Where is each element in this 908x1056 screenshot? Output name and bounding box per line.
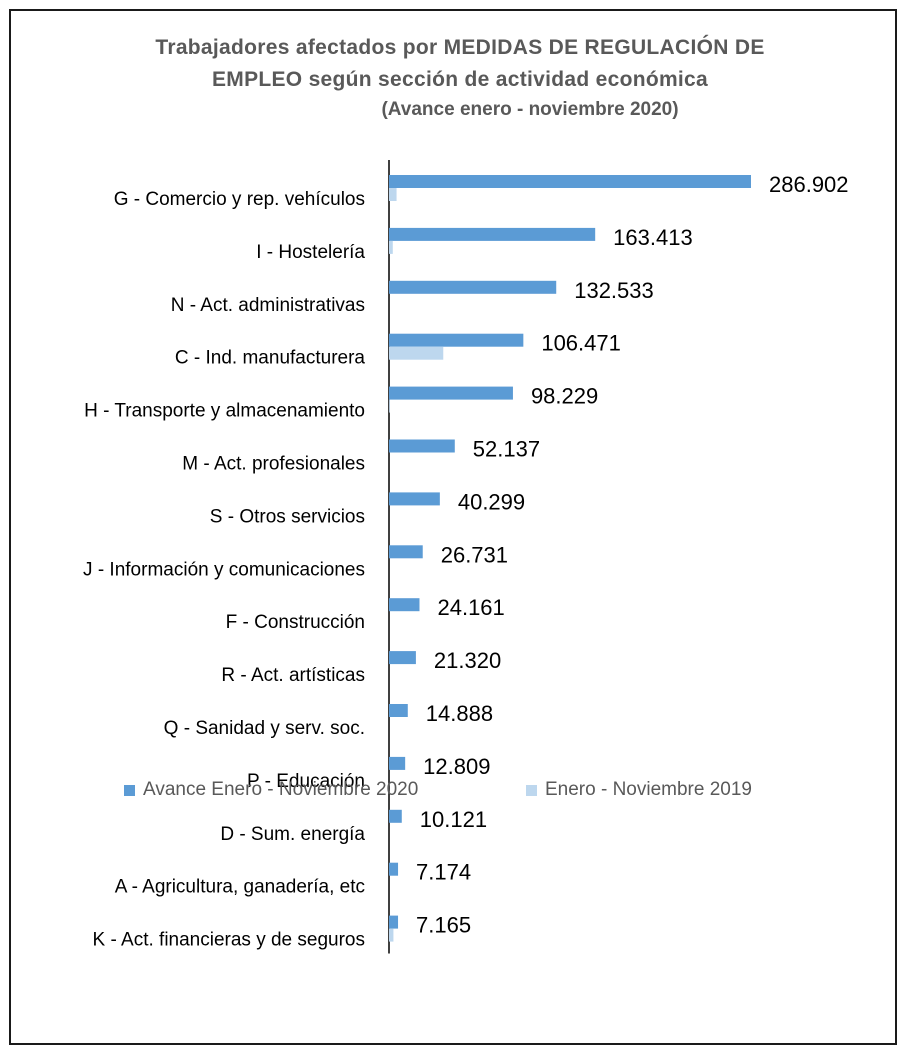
data-label: 7.174 bbox=[416, 860, 471, 885]
bar-2020 bbox=[389, 280, 557, 294]
bar-2020 bbox=[389, 386, 513, 400]
bar-2020 bbox=[389, 545, 423, 559]
bar-2019 bbox=[389, 188, 397, 201]
bar-2020 bbox=[389, 915, 399, 929]
chart-title-line-1: Trabajadores afectados por MEDIDAS DE RE… bbox=[155, 36, 765, 59]
bar-2019 bbox=[389, 346, 444, 360]
legend-item-2019: Enero - Noviembre 2019 bbox=[526, 779, 752, 801]
bar-2020 bbox=[389, 598, 420, 612]
data-label: 12.809 bbox=[423, 754, 490, 779]
legend-label-2019: Enero - Noviembre 2019 bbox=[545, 779, 752, 800]
bar-2020 bbox=[389, 756, 406, 770]
bar-2020 bbox=[389, 227, 596, 241]
bar-2020 bbox=[389, 333, 524, 347]
category-label: C - Ind. manufacturera bbox=[175, 348, 366, 369]
category-label: K - Act. financieras y de seguros bbox=[93, 930, 365, 951]
category-label: R - Act. artísticas bbox=[221, 665, 365, 686]
bar-2020 bbox=[389, 651, 416, 665]
category-label: F - Construcción bbox=[226, 612, 365, 633]
category-label: H - Transporte y almacenamiento bbox=[84, 401, 365, 422]
data-label: 7.165 bbox=[416, 913, 471, 938]
data-label: 26.731 bbox=[441, 542, 508, 567]
bar-2020 bbox=[389, 439, 455, 453]
data-label: 40.299 bbox=[458, 489, 525, 514]
data-label: 163.413 bbox=[613, 225, 693, 250]
bar-2020 bbox=[389, 704, 408, 717]
category-label: P - Educación bbox=[247, 771, 365, 792]
chart-title-line-3: (Avance enero - noviembre 2020) bbox=[381, 99, 679, 120]
data-label: 21.320 bbox=[434, 648, 501, 673]
category-label: G - Comercio y rep. vehículos bbox=[114, 189, 365, 210]
bar-2019 bbox=[389, 399, 390, 413]
category-label: D - Sum. energía bbox=[220, 824, 365, 845]
category-label: I - Hostelería bbox=[256, 242, 365, 263]
data-label: 286.902 bbox=[769, 172, 849, 197]
data-label: 98.229 bbox=[531, 384, 598, 409]
bar-2020 bbox=[389, 809, 402, 823]
bar-2019 bbox=[389, 928, 394, 942]
bar-2020 bbox=[389, 862, 399, 876]
category-label: S - Otros servicios bbox=[210, 506, 365, 527]
data-label: 106.471 bbox=[541, 331, 621, 356]
legend-label-2020: Avance Enero - Noviembre 2020 bbox=[143, 779, 419, 800]
bar-2019 bbox=[389, 240, 393, 254]
data-label: 52.137 bbox=[473, 437, 540, 462]
category-label: A - Agricultura, ganadería, etc bbox=[115, 877, 365, 898]
category-label: J - Información y comunicaciones bbox=[83, 559, 365, 580]
data-label: 10.121 bbox=[420, 807, 487, 832]
category-label: Q - Sanidad y serv. soc. bbox=[164, 718, 365, 739]
category-label: M - Act. profesionales bbox=[182, 454, 365, 475]
data-label: 24.161 bbox=[437, 595, 504, 620]
chart-title-line-2: EMPLEO según sección de actividad económ… bbox=[211, 68, 709, 91]
data-label: 14.888 bbox=[426, 701, 493, 726]
legend-swatch-2019 bbox=[526, 784, 537, 796]
legend-item-2020: Avance Enero - Noviembre 2020 bbox=[124, 779, 418, 801]
category-label: N - Act. administrativas bbox=[171, 295, 365, 316]
bar-2020 bbox=[389, 492, 440, 506]
bar-2020 bbox=[389, 175, 751, 188]
data-label: 132.533 bbox=[574, 278, 654, 303]
legend-swatch-2020 bbox=[124, 784, 135, 796]
